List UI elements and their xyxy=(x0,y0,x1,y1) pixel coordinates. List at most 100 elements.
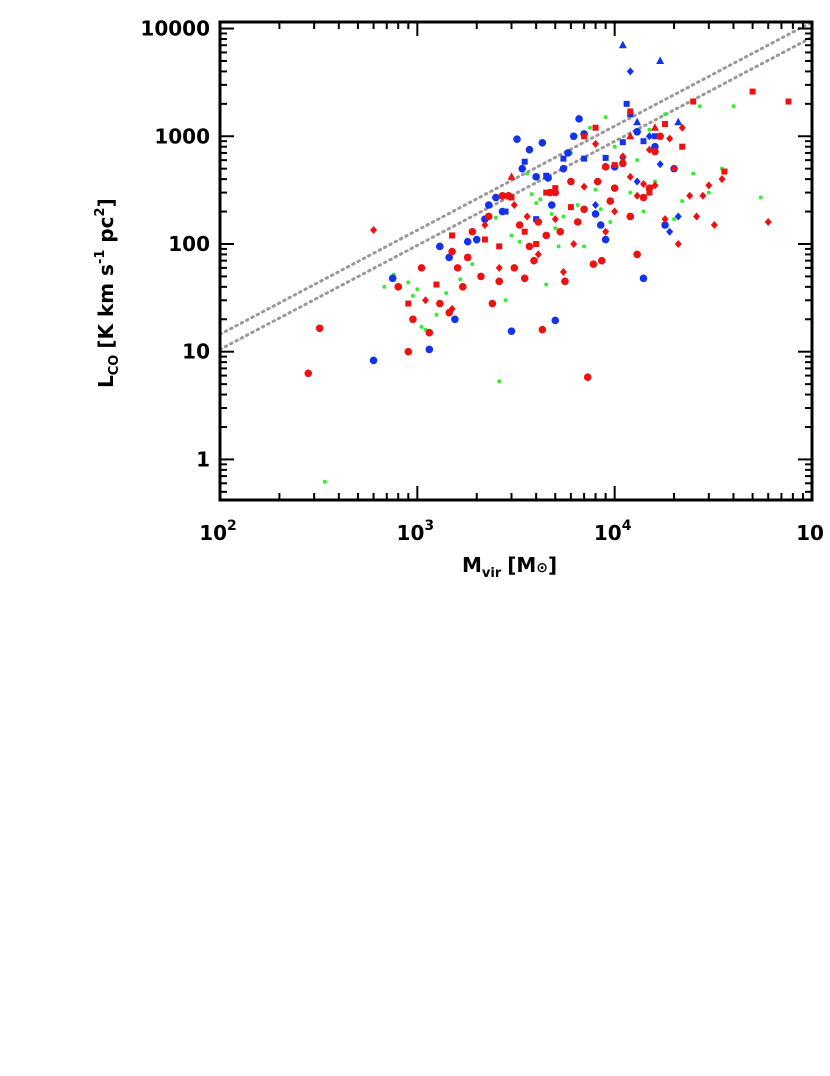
data-point xyxy=(618,40,627,49)
data-point xyxy=(530,256,538,265)
series-red-squares xyxy=(405,88,792,307)
data-point xyxy=(612,144,617,149)
data-point xyxy=(502,208,509,215)
data-point xyxy=(651,133,658,140)
data-point xyxy=(647,127,652,132)
data-point xyxy=(661,215,669,224)
data-point xyxy=(551,316,560,325)
data-point xyxy=(534,201,539,206)
y-tick-label: 10000 xyxy=(140,17,210,41)
data-point xyxy=(582,244,587,249)
data-point xyxy=(556,227,565,236)
series-red-diamonds xyxy=(370,123,772,313)
data-point xyxy=(601,235,610,244)
data-point xyxy=(448,304,456,313)
data-point xyxy=(419,324,424,329)
data-point xyxy=(593,187,598,192)
data-point xyxy=(538,138,547,147)
y-axis-title-units: [K km s xyxy=(94,264,118,349)
data-point xyxy=(559,164,568,173)
data-point xyxy=(515,221,524,229)
data-point xyxy=(481,221,489,230)
data-point xyxy=(406,280,411,285)
data-point xyxy=(463,237,472,246)
y-tick-label: 1000 xyxy=(154,124,210,148)
data-point xyxy=(561,277,569,286)
data-point xyxy=(710,221,718,230)
data-point xyxy=(560,155,567,162)
data-point xyxy=(495,263,503,272)
data-point xyxy=(436,242,444,251)
x-axis-title-close: ] xyxy=(548,553,557,577)
data-point xyxy=(503,298,508,303)
data-point xyxy=(508,194,515,201)
data-point xyxy=(611,162,618,169)
x-axis-title: Mvir [M⊙] xyxy=(462,553,557,581)
data-point xyxy=(525,171,530,176)
data-point xyxy=(679,143,686,150)
y-axis-title-units2: pc xyxy=(94,216,118,249)
x-axis-title-symbol: ⊙ xyxy=(536,560,548,576)
data-point xyxy=(525,242,534,251)
data-point xyxy=(322,479,327,484)
data-point xyxy=(633,191,641,200)
upper-dotted-line xyxy=(218,20,814,336)
data-point xyxy=(602,154,609,161)
data-point xyxy=(573,218,582,226)
data-point xyxy=(674,212,682,221)
data-point xyxy=(567,204,574,211)
y-axis-title-sub: CO xyxy=(107,355,122,376)
data-point xyxy=(764,217,772,226)
data-point xyxy=(581,133,588,140)
data-point xyxy=(592,201,600,210)
data-point xyxy=(606,197,615,205)
data-point xyxy=(626,131,635,140)
data-point xyxy=(552,185,559,192)
data-point xyxy=(388,274,397,283)
data-point xyxy=(513,135,521,143)
data-point xyxy=(656,160,664,169)
data-point xyxy=(601,163,610,171)
data-point xyxy=(409,315,417,324)
x-axis-title-main: M xyxy=(462,553,482,577)
data-point xyxy=(509,233,514,238)
data-point xyxy=(633,177,641,186)
data-point xyxy=(507,327,516,335)
data-point xyxy=(472,235,481,244)
data-point xyxy=(304,369,313,378)
data-point xyxy=(458,277,463,282)
data-point xyxy=(645,132,653,141)
data-point xyxy=(521,158,528,165)
data-point xyxy=(699,191,707,200)
data-point xyxy=(633,117,642,126)
data-point xyxy=(497,379,502,384)
data-point xyxy=(690,98,697,105)
data-point xyxy=(697,104,702,109)
data-point xyxy=(570,239,578,248)
data-point xyxy=(415,287,420,292)
data-point xyxy=(543,189,550,196)
data-point xyxy=(693,212,701,221)
y-tick-label: 100 xyxy=(168,232,210,256)
data-point xyxy=(496,243,503,250)
data-point xyxy=(404,347,413,356)
data-point xyxy=(492,193,500,202)
data-point xyxy=(417,264,426,272)
data-point xyxy=(580,182,588,191)
data-point xyxy=(674,239,682,248)
data-point xyxy=(666,227,674,236)
data-point xyxy=(611,207,619,216)
data-point xyxy=(498,192,507,200)
data-point xyxy=(564,149,572,157)
y-axis-title-exp2: 2 xyxy=(93,207,108,216)
x-axis-title-units: [M xyxy=(507,553,536,577)
data-point xyxy=(518,164,527,173)
data-point xyxy=(561,214,566,219)
series-blue-circles xyxy=(369,115,678,365)
data-point xyxy=(646,189,653,196)
data-point xyxy=(785,98,792,105)
data-point xyxy=(623,100,630,107)
data-point xyxy=(610,184,619,192)
series-red-triangles xyxy=(507,123,659,180)
